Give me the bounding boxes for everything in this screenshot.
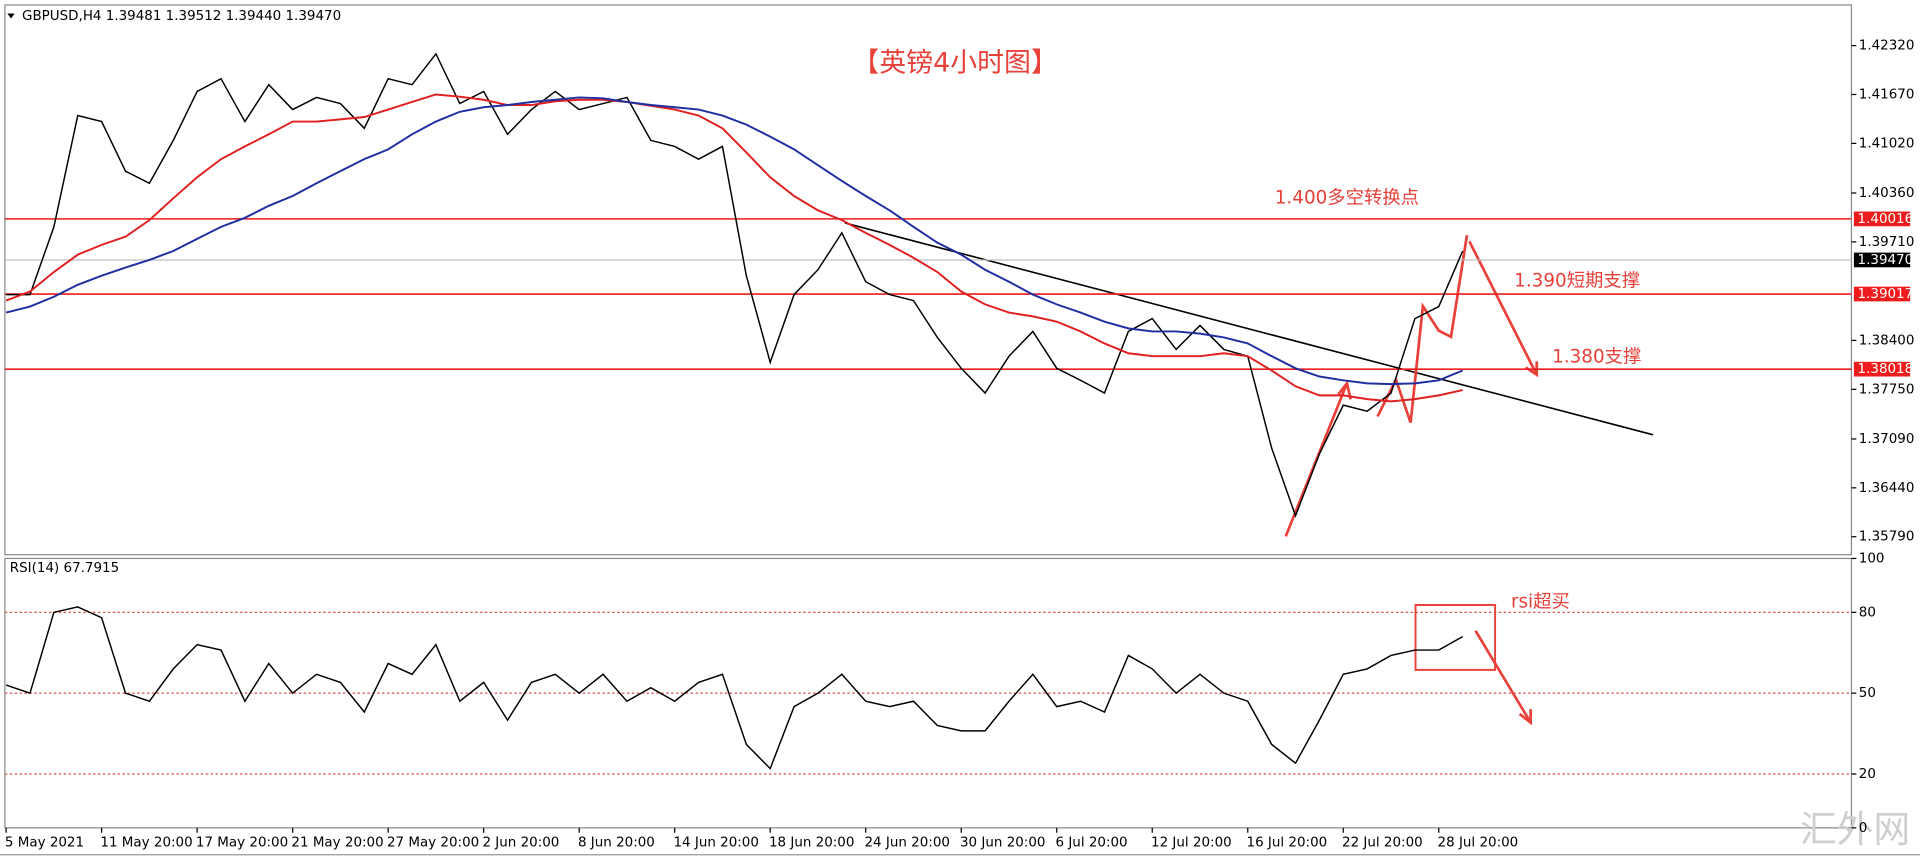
trendline <box>844 222 1654 436</box>
y-tick-label: 1.38400 <box>1859 333 1915 348</box>
y-tick-label: 80 <box>1859 605 1876 620</box>
x-tick-label: 14 Jun 20:00 <box>673 836 758 851</box>
y-tick-label: 100 <box>1859 551 1885 566</box>
x-tick-label: 11 May 20:00 <box>100 836 192 851</box>
y-tick-label: 20 <box>1859 767 1876 782</box>
x-tick-label: 8 Jun 20:00 <box>578 836 655 851</box>
annotation: 1.390短期支撑 <box>1514 271 1640 292</box>
x-tick-label: 24 Jun 20:00 <box>864 836 949 851</box>
level-badge <box>1853 211 1911 227</box>
x-tick-label: 30 Jun 20:00 <box>960 836 1045 851</box>
down-arrow <box>1468 240 1538 376</box>
price-badge <box>1853 252 1911 268</box>
x-tick-label: 22 Jul 20:00 <box>1342 836 1423 851</box>
arrow-head <box>1337 380 1352 400</box>
level-label: 1.40016 <box>1858 212 1914 227</box>
x-tick-label: 5 May 2021 <box>5 836 84 851</box>
series-line <box>5 96 1464 386</box>
y-tick-label: 1.40360 <box>1859 186 1915 201</box>
series-line <box>5 606 1464 770</box>
y-tick-label: 50 <box>1859 686 1876 701</box>
series-line <box>5 93 1463 403</box>
rsi-title: RSI(14) 67.7915 <box>10 561 119 576</box>
x-tick-label: 2 Jun 20:00 <box>482 836 559 851</box>
annotation: 1.400多空转换点 <box>1275 187 1419 208</box>
x-tick-label: 6 Jul 20:00 <box>1056 836 1128 851</box>
price-label: 1.39470 <box>1858 253 1914 268</box>
overbought-box <box>1414 604 1497 671</box>
level-label: 1.38018 <box>1858 362 1914 377</box>
annotation: rsi超买 <box>1511 592 1570 613</box>
y-tick-label: 1.37750 <box>1859 382 1915 397</box>
level-badge <box>1853 286 1911 302</box>
symbol-header: GBPUSD,H4 1.39481 1.39512 1.39440 1.3947… <box>22 9 341 24</box>
watermark: 汇外网 <box>1800 808 1910 851</box>
y-tick-label: 1.39710 <box>1859 235 1915 250</box>
price-panel <box>4 4 1853 556</box>
y-tick-label: 0 <box>1859 821 1868 836</box>
arrow-head <box>1518 709 1532 726</box>
y-tick-label: 1.42320 <box>1859 39 1915 54</box>
series-line <box>6 52 1464 518</box>
annotation: 1.380支撑 <box>1552 347 1641 368</box>
y-tick-label: 1.37090 <box>1859 432 1915 447</box>
chart-title: 【英镑4小时图】 <box>852 47 1058 78</box>
x-tick-label: 17 May 20:00 <box>196 836 288 851</box>
level-label: 1.39017 <box>1858 287 1914 302</box>
y-tick-label: 1.35790 <box>1859 530 1915 545</box>
menu-arrow[interactable] <box>7 13 15 19</box>
rsi-arrow <box>1474 630 1532 724</box>
y-tick-label: 1.36440 <box>1859 481 1915 496</box>
x-tick-label: 18 Jun 20:00 <box>769 836 854 851</box>
x-tick-label: 21 May 20:00 <box>291 836 383 851</box>
level-badge <box>1853 361 1911 377</box>
x-tick-label: 16 Jul 20:00 <box>1247 836 1328 851</box>
x-tick-label: 12 Jul 20:00 <box>1151 836 1232 851</box>
x-tick-label: 28 Jul 20:00 <box>1438 836 1519 851</box>
y-tick-label: 1.41670 <box>1859 87 1915 102</box>
y-tick-label: 1.41020 <box>1859 136 1915 151</box>
x-tick-label: 27 May 20:00 <box>387 836 479 851</box>
